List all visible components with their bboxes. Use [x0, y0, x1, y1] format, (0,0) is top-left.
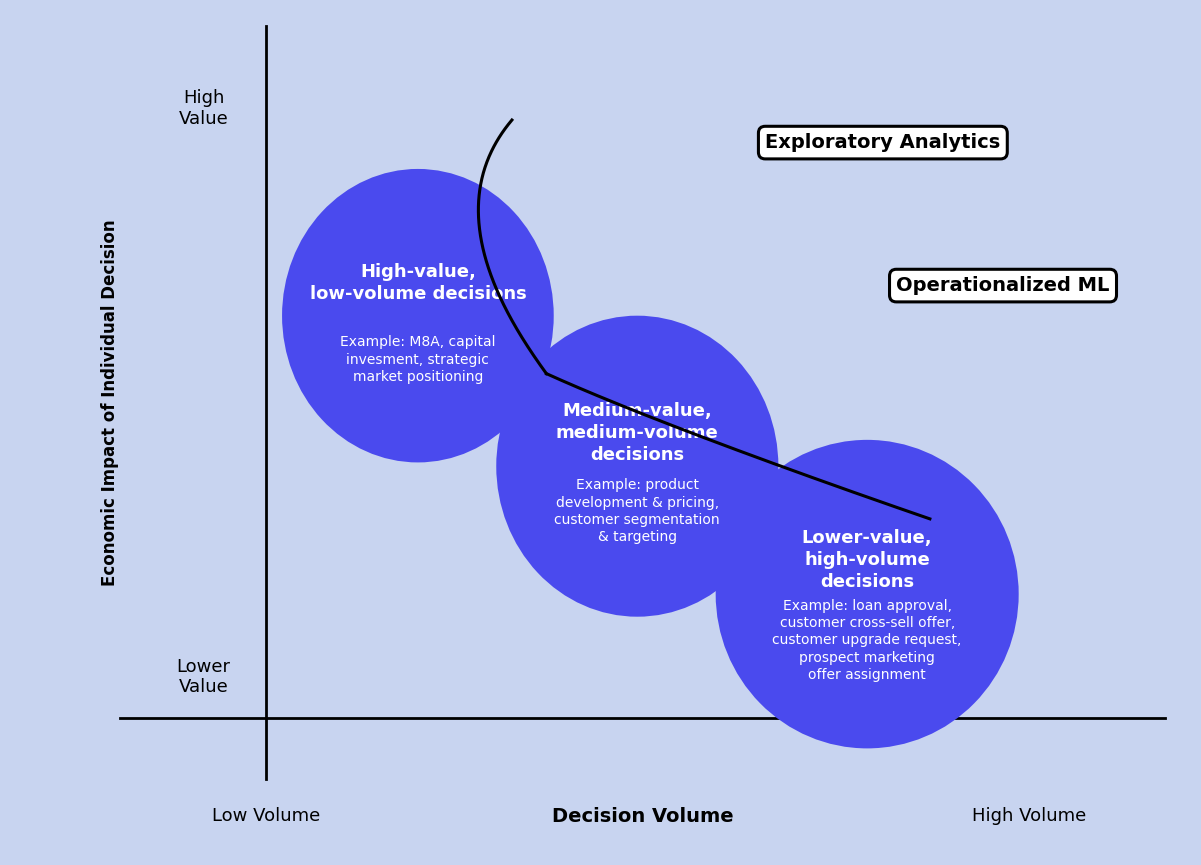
Text: Lower
Value: Lower Value [177, 657, 231, 696]
Text: High
Value: High Value [179, 89, 228, 128]
Text: Example: M8A, capital
invesment, strategic
market positioning: Example: M8A, capital invesment, strateg… [340, 336, 496, 384]
Ellipse shape [282, 169, 554, 463]
Text: Example: product
development & pricing,
customer segmentation
& targeting: Example: product development & pricing, … [555, 478, 721, 544]
Text: Lower-value,
high-volume
decisions: Lower-value, high-volume decisions [802, 529, 932, 592]
Text: Example: loan approval,
customer cross-sell offer,
customer upgrade request,
pro: Example: loan approval, customer cross-s… [772, 599, 962, 682]
Text: Medium-value,
medium-volume
decisions: Medium-value, medium-volume decisions [556, 402, 718, 465]
Text: Operationalized ML: Operationalized ML [896, 276, 1110, 295]
Text: Economic Impact of Individual Decision: Economic Impact of Individual Decision [101, 219, 119, 586]
Ellipse shape [496, 316, 778, 617]
Text: Exploratory Analytics: Exploratory Analytics [765, 133, 1000, 152]
Text: Decision Volume: Decision Volume [551, 807, 734, 825]
Text: Low Volume: Low Volume [213, 807, 321, 825]
Text: High Volume: High Volume [972, 807, 1086, 825]
Ellipse shape [716, 439, 1018, 748]
Text: High-value,
low-volume decisions: High-value, low-volume decisions [310, 263, 526, 304]
